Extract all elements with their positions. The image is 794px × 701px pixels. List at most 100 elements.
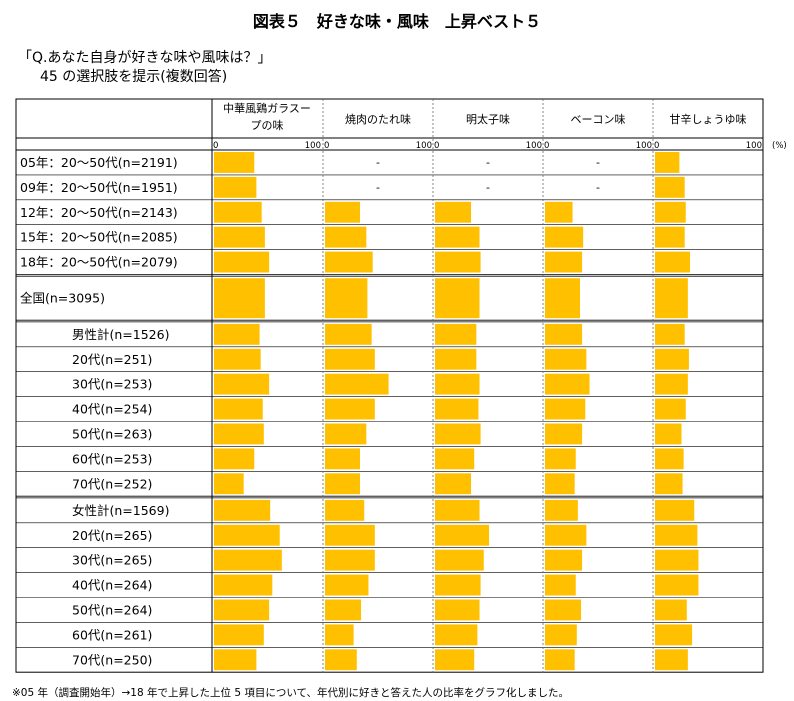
row-label: 30代(n=265) xyxy=(72,553,152,568)
bar-3 xyxy=(435,448,475,470)
column-header-1-line-2: プの味 xyxy=(251,119,284,132)
column-header-1-line-1: 中華風鶏ガラスー xyxy=(223,101,311,115)
bar-4 xyxy=(545,348,587,370)
axis-min-label-3: 0 xyxy=(434,141,439,151)
row-label: 18年：20〜50代(n=2079) xyxy=(20,255,178,270)
bar-1 xyxy=(214,201,262,223)
column-header-3: 明太子味 xyxy=(466,113,510,126)
bar-4 xyxy=(545,499,578,521)
bar-3 xyxy=(435,323,477,345)
bar-2 xyxy=(325,649,357,671)
bar-5 xyxy=(655,599,687,621)
bar-4 xyxy=(545,448,576,470)
bar-5 xyxy=(655,499,695,521)
row-label: 09年：20〜50代(n=1951) xyxy=(20,180,178,195)
column-header-2: 焼肉のたれ味 xyxy=(345,113,411,126)
bar-1 xyxy=(214,226,265,248)
row-label: 男性計(n=1526) xyxy=(72,327,169,342)
bar-3 xyxy=(435,549,484,571)
bar-4 xyxy=(545,226,584,248)
bar-2 xyxy=(325,574,369,596)
bar-4 xyxy=(545,398,586,420)
row-label: 70代(n=252) xyxy=(72,476,152,491)
missing-value-mark: - xyxy=(486,181,490,194)
bar-3 xyxy=(435,278,480,319)
bar-4 xyxy=(545,549,583,571)
axis-min-label-4: 0 xyxy=(544,141,549,151)
bar-2 xyxy=(325,201,360,223)
row-label: 20代(n=265) xyxy=(72,528,152,543)
row-label: 50代(n=263) xyxy=(72,426,152,441)
row-label: 50代(n=264) xyxy=(72,602,152,617)
bar-4 xyxy=(545,649,575,671)
missing-value-mark: - xyxy=(486,156,490,169)
row-label: 30代(n=253) xyxy=(72,377,152,392)
bar-1 xyxy=(214,278,265,319)
axis-max-label-3: 100 xyxy=(526,141,542,151)
question-line-1: 「Q.あなた自身が好きな味や風味は？」 xyxy=(18,50,272,66)
bar-1 xyxy=(214,574,273,596)
axis-max-label-5: 100 xyxy=(746,141,762,151)
bar-2 xyxy=(325,499,365,521)
bar-5 xyxy=(655,201,686,223)
row-label: 60代(n=261) xyxy=(72,627,152,642)
bar-1 xyxy=(214,323,260,345)
axis-max-label-2: 100 xyxy=(416,141,432,151)
bar-3 xyxy=(435,348,477,370)
bar-1 xyxy=(214,473,244,495)
bar-5 xyxy=(655,348,689,370)
row-label: 女性計(n=1569) xyxy=(72,503,169,518)
bar-3 xyxy=(435,373,480,395)
bar-3 xyxy=(435,649,475,671)
bar-5 xyxy=(655,176,685,198)
axis-max-label-4: 100 xyxy=(636,141,652,151)
row-label: 全国(n=3095) xyxy=(20,291,105,306)
bar-5 xyxy=(655,278,688,319)
bar-5 xyxy=(655,398,686,420)
row-label: 12年：20〜50代(n=2143) xyxy=(20,205,178,220)
bar-1 xyxy=(214,176,257,198)
bar-4 xyxy=(545,201,573,223)
bar-1 xyxy=(214,599,270,621)
bar-2 xyxy=(325,348,375,370)
axis-min-label-1: 0 xyxy=(213,141,218,151)
bar-1 xyxy=(214,649,257,671)
unit-label: (%) xyxy=(772,141,787,151)
bar-5 xyxy=(655,524,698,546)
bar-5 xyxy=(655,624,693,646)
row-label: 40代(n=264) xyxy=(72,578,152,593)
bar-3 xyxy=(435,473,472,495)
bar-4 xyxy=(545,599,582,621)
bar-1 xyxy=(214,373,270,395)
bar-5 xyxy=(655,152,680,173)
bar-3 xyxy=(435,226,480,248)
bar-2 xyxy=(325,473,360,495)
bar-1 xyxy=(214,423,264,445)
bar-3 xyxy=(435,398,479,420)
bar-3 xyxy=(435,251,481,273)
bar-4 xyxy=(545,574,576,596)
bar-1 xyxy=(214,549,282,571)
bar-5 xyxy=(655,574,699,596)
bar-2 xyxy=(325,226,367,248)
bar-2 xyxy=(325,278,368,319)
bar-2 xyxy=(325,524,375,546)
bar-3 xyxy=(435,423,481,445)
bar-2 xyxy=(325,423,367,445)
bar-2 xyxy=(325,624,354,646)
row-label: 70代(n=250) xyxy=(72,652,152,667)
row-label: 60代(n=253) xyxy=(72,451,152,466)
missing-value-mark: - xyxy=(596,156,600,169)
bar-3 xyxy=(435,524,490,546)
bar-5 xyxy=(655,251,690,273)
bar-3 xyxy=(435,599,480,621)
bar-5 xyxy=(655,649,688,671)
bar-2 xyxy=(325,599,362,621)
missing-value-mark: - xyxy=(596,181,600,194)
bar-1 xyxy=(214,398,263,420)
missing-value-mark: - xyxy=(376,181,380,194)
bar-1 xyxy=(214,348,261,370)
question-line-2: 45 の選択肢を提示(複数回答) xyxy=(40,69,228,85)
bar-1 xyxy=(214,499,271,521)
